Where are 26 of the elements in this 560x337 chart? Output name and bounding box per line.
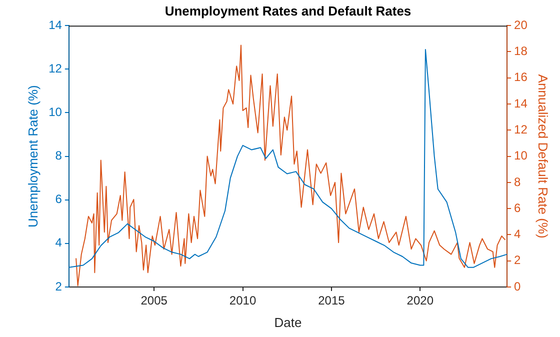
y2-tick-label: 0: [514, 279, 522, 294]
y2-tick-label: 16: [514, 70, 528, 84]
x-tick-label: 2010: [229, 294, 256, 308]
y-tick-label: 4: [55, 236, 62, 250]
y-tick-label: 14: [48, 18, 62, 32]
y-tick-label: 2: [55, 279, 62, 294]
y2-tick-label: 6: [514, 200, 522, 215]
y2-tick-label: 8: [514, 174, 522, 189]
x-tick-label: 2015: [318, 294, 346, 308]
y2-tick-label: 14: [514, 96, 528, 110]
y-axis-title: Unemployment Rate (%): [25, 85, 40, 228]
x-axis-title: Date: [274, 314, 302, 330]
y-tick-label: 10: [48, 105, 62, 120]
y-tick-label: 12: [48, 61, 62, 76]
y2-tick-label: 20: [514, 18, 528, 32]
x-tick-label: 2020: [406, 294, 434, 308]
y2-tick-label: 4: [514, 227, 522, 242]
x-tick-label: 2005: [140, 294, 168, 308]
y-tick-label: 8: [55, 148, 62, 163]
y2-tick-label: 2: [514, 253, 522, 268]
y2-axis-title: Annualized Default Rate (%): [536, 74, 551, 238]
y2-tick-label: 10: [514, 148, 528, 163]
y-tick-label: 6: [55, 192, 62, 206]
chart-title: Unemployment Rates and Default Rates: [164, 3, 412, 18]
y2-tick-label: 12: [514, 122, 528, 136]
y2-tick-label: 18: [514, 44, 528, 58]
